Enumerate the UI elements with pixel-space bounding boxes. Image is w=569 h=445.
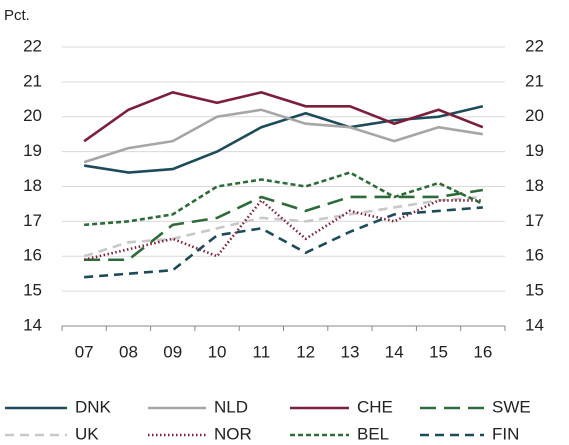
x-tick-label: 16 <box>473 342 492 361</box>
y2-tick-label: 21 <box>525 71 544 90</box>
y2-tick-label: 15 <box>525 281 544 300</box>
x-tick-label: 10 <box>208 342 227 361</box>
x-tick-label: 11 <box>253 342 271 361</box>
y2-tick-label: 20 <box>525 106 544 125</box>
x-tick-label: 08 <box>119 342 138 361</box>
y2-tick-label: 19 <box>525 141 544 160</box>
unit-label: Pct. <box>4 7 30 24</box>
legend-label: NOR <box>214 424 252 443</box>
legend-label: FIN <box>492 424 519 443</box>
y-tick-label: 15 <box>23 281 42 300</box>
legend-label: SWE <box>492 397 531 416</box>
series-line <box>84 188 484 262</box>
x-tick-label: 07 <box>75 342 94 361</box>
y-tick-label: 17 <box>23 211 42 230</box>
y2-tick-label: 16 <box>525 246 544 265</box>
y2-tick-label: 18 <box>525 176 544 195</box>
y-tick-label: 22 <box>23 36 42 55</box>
x-tick-label: 09 <box>163 342 182 361</box>
x-tick-label: 15 <box>429 342 448 361</box>
y-tick-label: 21 <box>23 71 42 90</box>
y-tick-label: 14 <box>23 315 42 334</box>
legend-label: DNK <box>75 397 112 416</box>
series-line <box>83 90 484 143</box>
legend-label: NLD <box>214 397 248 416</box>
series-line <box>83 108 484 164</box>
legend-label: CHE <box>357 397 393 416</box>
y2-tick-label: 17 <box>525 211 544 230</box>
series-line <box>83 105 484 174</box>
y-tick-label: 19 <box>23 141 42 160</box>
y-tick-label: 20 <box>23 106 42 125</box>
legend-label: UK <box>75 424 99 443</box>
legend-label: BEL <box>357 424 389 443</box>
series-line <box>84 206 483 279</box>
y2-tick-label: 22 <box>525 36 544 55</box>
x-tick-label: 13 <box>340 342 359 361</box>
y-tick-label: 18 <box>23 176 42 195</box>
x-tick-label: 12 <box>296 342 315 361</box>
x-tick-label: 14 <box>385 342 404 361</box>
y2-tick-label: 14 <box>525 315 544 334</box>
y-tick-label: 16 <box>23 246 42 265</box>
series-line <box>84 171 484 227</box>
series-line <box>83 198 483 262</box>
series-line <box>83 195 483 258</box>
